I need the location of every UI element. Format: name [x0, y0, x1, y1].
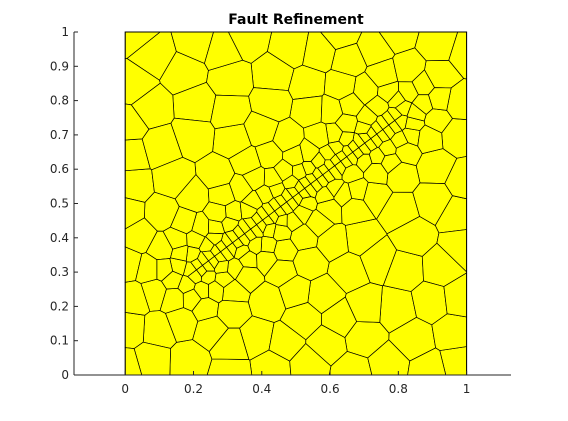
mesh-cell	[289, 95, 323, 129]
x-tick-label: 0	[121, 382, 129, 396]
mesh-cell	[278, 274, 311, 310]
y-tick-label: 0.6	[50, 162, 69, 176]
mesh-cell	[305, 208, 336, 238]
mesh-cell	[206, 358, 253, 376]
mesh-cell	[208, 280, 225, 304]
mesh-cell	[241, 166, 266, 191]
mesh-cell	[364, 94, 390, 117]
mesh-cell	[124, 168, 155, 203]
mesh-cell	[320, 93, 344, 125]
mesh-cell	[239, 201, 258, 220]
y-tick-label: 1	[61, 25, 69, 39]
mesh-cell	[182, 288, 202, 312]
mesh-cell	[169, 206, 198, 235]
mesh-cell	[233, 244, 251, 260]
mesh-cell	[292, 204, 314, 225]
mesh-cell	[151, 156, 197, 200]
mesh-cell	[321, 296, 358, 338]
y-tick-label: 0.1	[50, 334, 69, 348]
y-tick-label: 0.4	[50, 231, 69, 245]
y-tick-label: 0.9	[50, 59, 69, 73]
x-tick-label: 0.8	[389, 382, 408, 396]
mesh-cell	[214, 260, 229, 274]
x-tick-label: 1	[463, 382, 471, 396]
mesh-cell	[221, 216, 240, 233]
mesh-cell	[170, 244, 189, 262]
polygon-mesh	[124, 31, 467, 376]
mesh-cell	[411, 94, 434, 115]
x-ticks: 0 0.2 0.4 0.6 0.8 1	[121, 371, 470, 396]
y-tick-label: 0.3	[50, 265, 69, 279]
y-tick-label: 0.8	[50, 94, 69, 108]
mesh-cell	[417, 124, 444, 155]
mesh-cell	[275, 213, 288, 227]
mesh-cell	[169, 339, 213, 376]
y-ticks: 0 0.1 0.2 0.3 0.4 0.5 0.6 0.7 0.8 0.9 1	[50, 25, 78, 382]
y-tick-label: 0.7	[50, 128, 69, 142]
mesh-cell	[248, 87, 294, 123]
mesh-cell	[333, 181, 353, 208]
x-tick-label: 0.2	[184, 382, 203, 396]
mesh-cell	[368, 147, 386, 165]
mesh-cell	[377, 80, 399, 104]
plot-area	[124, 31, 468, 376]
mesh-cell	[198, 236, 215, 253]
mesh-cell	[161, 270, 184, 290]
mesh-cell	[268, 319, 307, 362]
chart-title: Fault Refinement	[228, 12, 364, 28]
mesh-cell	[135, 252, 158, 284]
x-tick-label: 0.6	[321, 382, 340, 396]
mesh-cell	[208, 327, 250, 360]
x-tick-label: 0.4	[252, 382, 271, 396]
mesh-cell	[327, 140, 344, 155]
y-tick-label: 0.5	[50, 197, 69, 211]
mesh-cell	[291, 163, 307, 181]
axes: 0 0.2 0.4 0.6 0.8 1 0 0.1 0.2 0.3 0.4 0.5 0.6 0.7 0.8…	[50, 25, 511, 396]
mesh-cell	[392, 47, 427, 83]
y-tick-label: 0	[61, 368, 69, 382]
y-tick-label: 0.2	[50, 299, 69, 313]
